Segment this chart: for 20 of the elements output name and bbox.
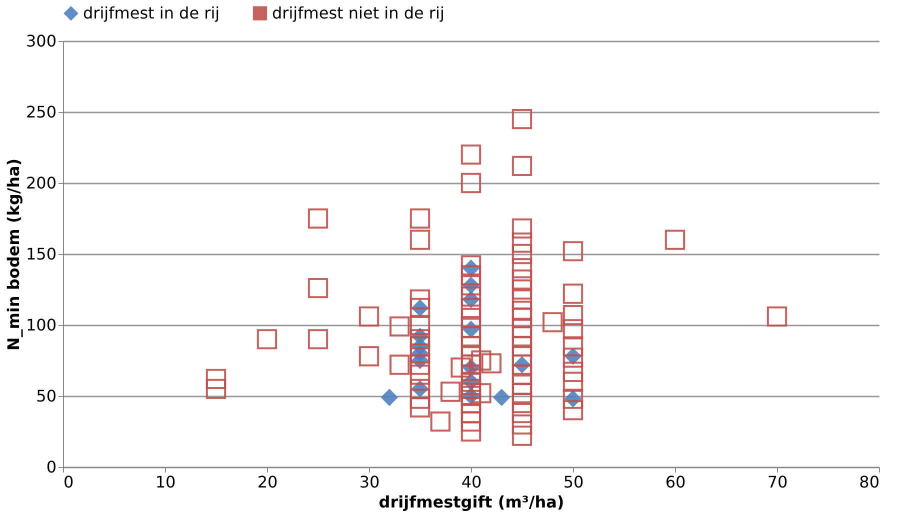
y-tick-label: 50 (36, 386, 56, 406)
y-tick-label: 300 (26, 32, 56, 50)
legend-label: drijfmest in de rij (83, 3, 220, 22)
x-tick-label: 50 (563, 472, 584, 492)
x-axis-title: drijfmestgift (m³/ha) (378, 492, 564, 512)
x-tick-label: 40 (461, 472, 482, 492)
x-tick-label: 20 (257, 472, 278, 492)
x-tick-label: 70 (767, 472, 788, 492)
y-tick-label: 200 (26, 174, 56, 192)
x-tick-label: 60 (665, 472, 686, 492)
legend-label: drijfmest niet in de rij (272, 3, 444, 22)
y-tick-label: 250 (26, 102, 56, 122)
y-tick-label: 150 (26, 244, 56, 264)
y-axis-title: N_min bodem (kg/ha) (4, 158, 23, 351)
y-tick-label: 100 (26, 316, 56, 334)
x-tick-label: 30 (359, 472, 380, 492)
x-tick-label: 0 (64, 472, 74, 492)
y-tick-label: 0 (46, 458, 56, 476)
x-tick-label: 80 (859, 472, 880, 492)
x-tick-label: 10 (155, 472, 176, 492)
